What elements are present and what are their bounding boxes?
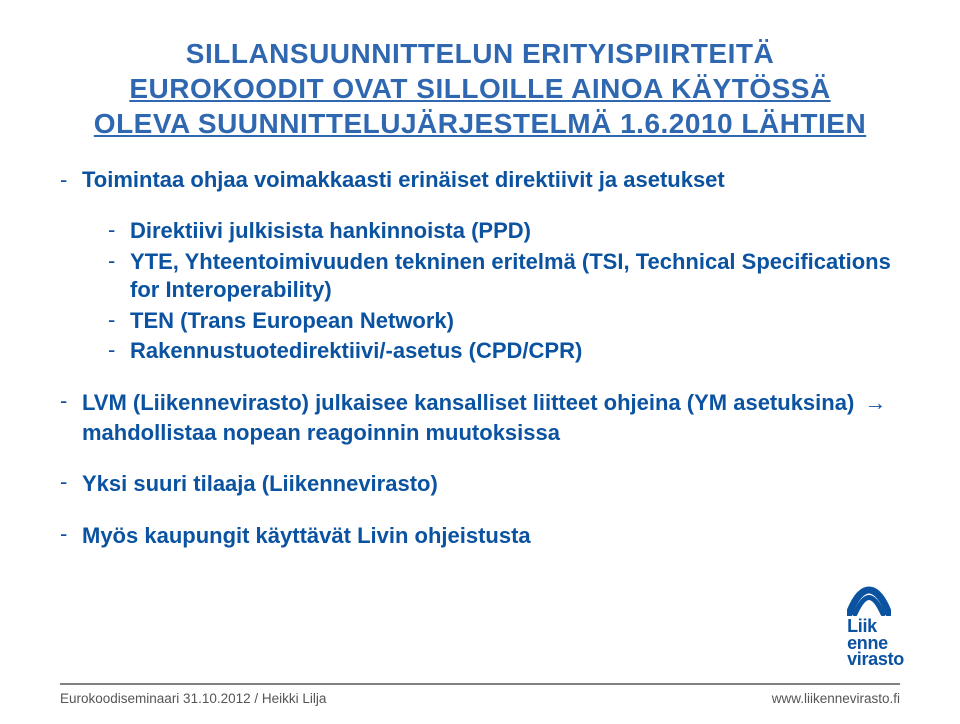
bullet-dash: - — [108, 248, 130, 305]
footer-right-text: www.liikennevirasto.fi — [772, 691, 900, 706]
liikennevirasto-logo: Liik enne virasto — [847, 572, 904, 668]
bullet-dash: - — [60, 388, 82, 447]
slide: SILLANSUUNNITTELUN ERITYISPIIRTEITÄ EURO… — [0, 0, 960, 724]
secondary-bullet-text: Myös kaupungit käyttävät Livin ohjeistus… — [82, 521, 531, 551]
secondary-bullet-text: LVM (Liikennevirasto) julkaisee kansalli… — [82, 388, 900, 447]
bullet-dash: - — [108, 307, 130, 336]
logo-text-line-3: virasto — [847, 651, 904, 668]
sub-bullet-list: - Direktiivi julkisista hankinnoista (PP… — [60, 217, 900, 366]
sec-text-b: mahdollistaa nopean reagoinnin muutoksis… — [82, 420, 560, 445]
secondary-bullet: - LVM (Liikennevirasto) julkaisee kansal… — [60, 388, 900, 447]
title-line-1: SILLANSUUNNITTELUN ERITYISPIIRTEITÄ — [60, 36, 900, 71]
title-line-2: EUROKOODIT OVAT SILLOILLE AINOA KÄYTÖSSÄ — [60, 71, 900, 106]
slide-title: SILLANSUUNNITTELUN ERITYISPIIRTEITÄ EURO… — [60, 36, 900, 141]
secondary-bullet: - Myös kaupungit käyttävät Livin ohjeist… — [60, 521, 900, 551]
sub-bullet-text: Rakennustuotedirektiivi/-asetus (CPD/CPR… — [130, 337, 582, 366]
bullet-dash: - — [60, 521, 82, 551]
sub-bullet: - TEN (Trans European Network) — [108, 307, 900, 336]
bullet-dash: - — [108, 217, 130, 246]
bullet-dash: - — [60, 469, 82, 499]
sec-text-a: LVM (Liikennevirasto) julkaisee kansalli… — [82, 390, 854, 415]
secondary-bullet: - Yksi suuri tilaaja (Liikennevirasto) — [60, 469, 900, 499]
lead-bullet: - Toimintaa ohjaa voimakkaasti erinäiset… — [60, 167, 900, 193]
bullet-dash: - — [60, 167, 82, 193]
lead-text: Toimintaa ohjaa voimakkaasti erinäiset d… — [82, 167, 725, 193]
logo-icon — [847, 572, 891, 616]
sub-bullet-text: TEN (Trans European Network) — [130, 307, 454, 336]
secondary-bullet-list: - LVM (Liikennevirasto) julkaisee kansal… — [60, 388, 900, 551]
title-line-3: OLEVA SUUNNITTELUJÄRJESTELMÄ 1.6.2010 LÄ… — [60, 106, 900, 141]
sub-bullet: - YTE, Yhteentoimivuuden tekninen eritel… — [108, 248, 900, 305]
footer-divider — [60, 683, 900, 685]
footer-left-text: Eurokoodiseminaari 31.10.2012 / Heikki L… — [60, 691, 326, 706]
sub-bullet-text: YTE, Yhteentoimivuuden tekninen eritelmä… — [130, 248, 900, 305]
sub-bullet: - Direktiivi julkisista hankinnoista (PP… — [108, 217, 900, 246]
secondary-bullet-text: Yksi suuri tilaaja (Liikennevirasto) — [82, 469, 438, 499]
sub-bullet-text: Direktiivi julkisista hankinnoista (PPD) — [130, 217, 531, 246]
slide-footer: Eurokoodiseminaari 31.10.2012 / Heikki L… — [0, 683, 960, 706]
arrow-icon: → — [864, 388, 886, 418]
sub-bullet: - Rakennustuotedirektiivi/-asetus (CPD/C… — [108, 337, 900, 366]
bullet-dash: - — [108, 337, 130, 366]
